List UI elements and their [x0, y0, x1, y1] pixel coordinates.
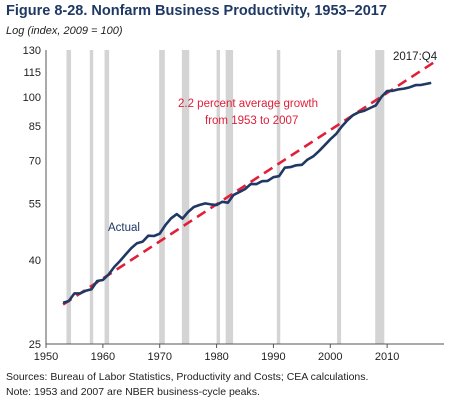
- chart-title: Figure 8-28. Nonfarm Business Productivi…: [6, 3, 387, 19]
- recession-band-0: [66, 50, 72, 344]
- series-lines: [62, 61, 435, 306]
- y-tick-label-115: 115: [23, 67, 41, 79]
- x-tick-label-1970: 1970: [147, 351, 171, 363]
- y-tick-label-85: 85: [29, 121, 41, 133]
- label-trend-line2: from 1953 to 2007: [205, 115, 298, 127]
- x-tick-label-2010: 2010: [375, 351, 399, 363]
- chart-subtitle: Log (index, 2009 = 100): [6, 25, 123, 37]
- recession-band-8: [337, 50, 342, 344]
- recession-band-2: [104, 50, 110, 344]
- x-tick-label-1960: 1960: [91, 351, 115, 363]
- x-tick-label-1950: 1950: [34, 351, 58, 363]
- actual-line: [62, 81, 432, 305]
- y-tick-label-70: 70: [29, 155, 41, 167]
- recession-band-1: [89, 50, 94, 344]
- source-note: Sources: Bureau of Labor Statistics, Pro…: [6, 371, 369, 383]
- label-trend-line1: 2.2 percent average growth: [178, 98, 318, 110]
- x-tick-label-1990: 1990: [261, 351, 285, 363]
- y-tick-label-130: 130: [23, 45, 41, 57]
- annotations: Actual 2.2 percent average growth from 195…: [108, 51, 438, 234]
- recession-band-9: [375, 50, 385, 344]
- y-tick-label-100: 100: [23, 92, 41, 104]
- trend-line: [62, 61, 435, 306]
- recession-band-7: [276, 50, 281, 344]
- label-actual: Actual: [108, 222, 140, 234]
- recession-band-3: [159, 50, 165, 344]
- footnote: Note: 1953 and 2007 are NBER business-cy…: [6, 386, 260, 398]
- recession-band-4: [181, 50, 190, 344]
- axes: [45, 50, 444, 348]
- recession-band-5: [216, 50, 220, 344]
- y-tick-label-40: 40: [29, 255, 41, 267]
- label-last-quarter: 2017:Q4: [393, 51, 438, 63]
- tick-labels: 25 40 55 70 85 100 115 130 1950 1960 1970 1980 1990 2…: [23, 45, 400, 363]
- x-tick-label-1980: 1980: [204, 351, 228, 363]
- x-tick-label-2000: 2000: [318, 351, 342, 363]
- y-tick-label-25: 25: [29, 339, 41, 351]
- y-tick-label-55: 55: [29, 198, 41, 210]
- chart-notes: Sources: Bureau of Labor Statistics, Pro…: [6, 370, 368, 400]
